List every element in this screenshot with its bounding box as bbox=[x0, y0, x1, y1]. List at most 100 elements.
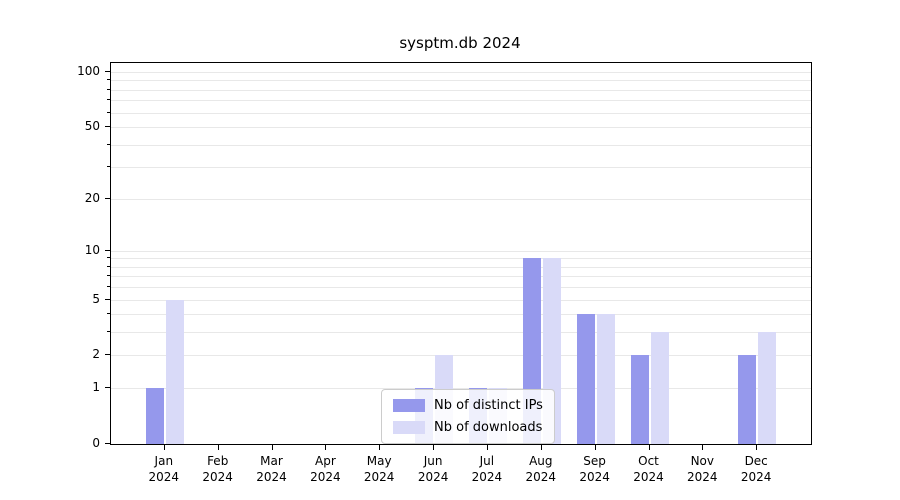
bar-distinct-ips-oct bbox=[630, 355, 649, 444]
x-tick-label: Sep 2024 bbox=[563, 453, 627, 485]
y-tick-label: 50 bbox=[84, 119, 100, 134]
x-tick-year: 2024 bbox=[579, 470, 610, 484]
x-tick-mark bbox=[702, 445, 704, 450]
gridline bbox=[111, 72, 811, 73]
y-minor-tick-mark bbox=[107, 331, 110, 333]
gridline bbox=[111, 80, 811, 82]
legend-label-distinct-ips: Nb of distinct IPs bbox=[434, 398, 543, 413]
x-tick-mark bbox=[325, 445, 327, 450]
gridline bbox=[111, 355, 811, 357]
x-tick-month: Sep bbox=[583, 454, 606, 468]
gridline bbox=[111, 112, 811, 114]
y-tick-mark bbox=[105, 126, 110, 128]
gridline bbox=[111, 388, 811, 390]
x-tick-month: Mar bbox=[260, 454, 283, 468]
x-tick-label: Nov 2024 bbox=[670, 453, 734, 485]
legend-swatch-distinct-ips bbox=[393, 399, 425, 412]
x-tick-mark bbox=[486, 445, 488, 450]
x-tick-year: 2024 bbox=[633, 470, 664, 484]
bar-distinct-ips-dec bbox=[738, 355, 757, 444]
gridline bbox=[111, 167, 811, 169]
x-tick-month: Feb bbox=[207, 454, 229, 468]
y-minor-tick-mark bbox=[107, 143, 110, 145]
x-tick-month: Aug bbox=[529, 454, 553, 468]
legend-label-downloads: Nb of downloads bbox=[434, 420, 543, 435]
bar-distinct-ips-sep bbox=[576, 314, 595, 444]
gridline bbox=[111, 100, 811, 102]
bar-downloads-dec bbox=[758, 332, 777, 444]
bar-downloads-oct bbox=[650, 332, 669, 444]
gridline bbox=[111, 258, 811, 260]
x-tick-month: Nov bbox=[690, 454, 714, 468]
y-tick-label: 100 bbox=[77, 64, 100, 78]
gridline bbox=[111, 144, 811, 146]
y-minor-tick-mark bbox=[107, 275, 110, 277]
y-tick-mark bbox=[105, 71, 110, 72]
gridline bbox=[111, 127, 811, 129]
x-tick-label: Jun 2024 bbox=[401, 453, 465, 485]
gridline bbox=[111, 332, 811, 334]
x-tick-month: Jun bbox=[423, 454, 443, 468]
gridline bbox=[111, 250, 811, 252]
y-tick-mark bbox=[105, 387, 110, 389]
x-tick-month: Jul bbox=[479, 454, 495, 468]
x-tick-month: May bbox=[366, 454, 392, 468]
y-minor-tick-mark bbox=[107, 313, 110, 315]
x-tick-year: 2024 bbox=[310, 470, 341, 484]
x-tick-label: Jan 2024 bbox=[132, 453, 196, 485]
x-tick-month: Oct bbox=[638, 454, 659, 468]
gridline bbox=[111, 299, 811, 301]
legend-item-distinct-ips: Nb of distinct IPs bbox=[393, 398, 543, 413]
x-tick-label: Mar 2024 bbox=[240, 453, 304, 485]
x-tick-year: 2024 bbox=[363, 470, 395, 484]
x-tick-year: 2024 bbox=[740, 470, 772, 484]
legend: Nb of distinct IPs Nb of downloads bbox=[381, 389, 555, 444]
x-tick-label: Feb 2024 bbox=[186, 453, 250, 485]
y-tick-label: 20 bbox=[84, 190, 100, 205]
x-tick-mark bbox=[648, 445, 650, 450]
y-minor-tick-mark bbox=[107, 111, 110, 113]
x-tick-mark bbox=[217, 445, 219, 450]
x-tick-year: 2024 bbox=[687, 470, 718, 484]
x-tick-month: Jan bbox=[154, 454, 174, 468]
x-tick-mark bbox=[163, 445, 165, 450]
gridline bbox=[111, 266, 811, 268]
x-tick-mark bbox=[756, 445, 758, 450]
x-tick-label: Oct 2024 bbox=[617, 453, 681, 485]
x-tick-label: Dec 2024 bbox=[724, 453, 788, 485]
x-tick-mark bbox=[271, 445, 273, 450]
bar-distinct-ips-jan bbox=[145, 388, 164, 444]
x-tick-label: Apr 2024 bbox=[293, 453, 357, 485]
y-tick-mark bbox=[105, 354, 110, 356]
y-minor-tick-mark bbox=[107, 79, 110, 81]
x-tick-label: May 2024 bbox=[347, 453, 411, 485]
y-tick-label: 0 bbox=[92, 436, 100, 450]
x-tick-label: Aug 2024 bbox=[509, 453, 573, 485]
x-tick-mark bbox=[379, 445, 381, 450]
y-minor-tick-mark bbox=[107, 166, 110, 168]
y-tick-label: 10 bbox=[84, 242, 100, 257]
y-tick-mark bbox=[105, 249, 110, 251]
y-minor-tick-mark bbox=[107, 257, 110, 259]
x-tick-year: 2024 bbox=[417, 470, 449, 484]
y-minor-tick-mark bbox=[107, 88, 110, 90]
gridline bbox=[111, 198, 811, 200]
x-tick-month: Apr bbox=[315, 454, 336, 468]
y-tick-label: 1 bbox=[92, 380, 100, 395]
y-tick-mark bbox=[105, 298, 110, 300]
x-tick-month: Dec bbox=[744, 454, 768, 468]
x-tick-label: Jul 2024 bbox=[455, 453, 519, 485]
legend-swatch-downloads bbox=[393, 421, 425, 434]
y-minor-tick-mark bbox=[107, 99, 110, 101]
plot-area: Nb of distinct IPs Nb of downloads bbox=[110, 62, 812, 445]
x-tick-mark bbox=[433, 445, 435, 450]
x-tick-year: 2024 bbox=[471, 470, 503, 484]
bar-downloads-sep bbox=[596, 314, 615, 444]
x-tick-year: 2024 bbox=[525, 470, 557, 484]
chart-title: sysptm.db 2024 bbox=[399, 34, 521, 52]
gridline bbox=[111, 314, 811, 316]
legend-item-downloads: Nb of downloads bbox=[393, 420, 543, 435]
x-tick-mark bbox=[594, 445, 596, 450]
y-minor-tick-mark bbox=[107, 265, 110, 267]
